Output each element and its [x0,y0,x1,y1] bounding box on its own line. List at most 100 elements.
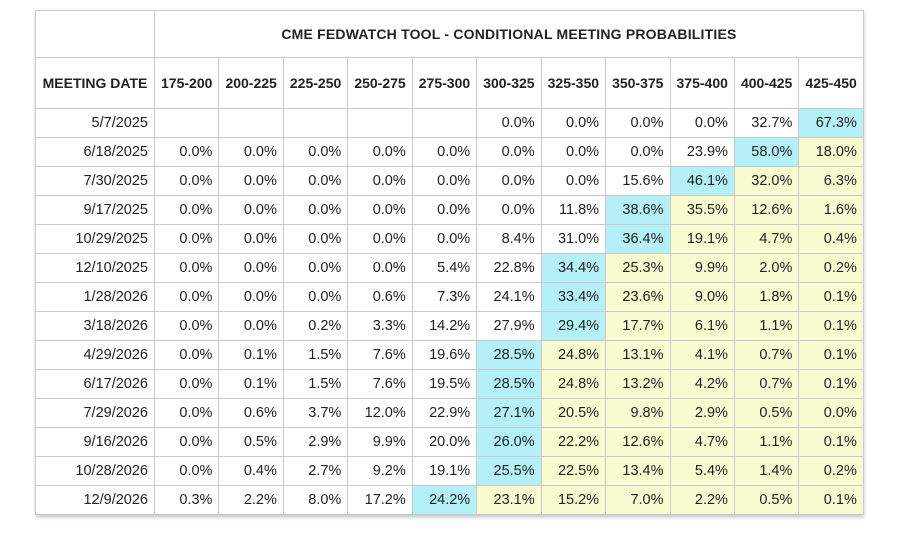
probability-cell: 4.7% [733,224,800,254]
probability-cell: 0.0% [605,137,671,167]
probability-cell: 0.0% [218,311,284,341]
meeting-date-cell: 12/10/2025 [35,253,155,283]
probability-cell: 0.0% [411,224,478,254]
meeting-date-cell: 9/17/2025 [35,195,155,225]
probability-cell: 12.6% [605,427,671,457]
probability-cell: 0.0% [153,427,220,457]
probability-cell: 0.0% [476,108,542,138]
probability-cell: 0.0% [153,282,220,312]
probability-cell: 1.1% [733,427,800,457]
probability-cell: 0.0% [218,166,284,196]
probability-cell: 1.8% [733,282,800,312]
probability-cell: 0.0% [411,137,478,167]
probability-cell: 24.1% [476,282,542,312]
probability-cell: 7.3% [411,282,478,312]
table-row: 12/9/2026 0.3% 2.2% 8.0% 17.2% 24.2% 23.1% 15.2… [35,485,864,515]
probability-cell: 1.4% [733,456,800,486]
table-row: 4/29/2026 0.0% 0.1% 1.5% 7.6% 19.6% 28.5% 24.8%… [35,340,864,370]
probability-cell: 25.5% [476,456,542,486]
probability-cell: 9.9% [347,427,413,457]
probability-cell: 0.0% [153,224,220,254]
probability-cell: 20.5% [540,398,607,428]
probability-cell: 0.0% [605,108,671,138]
probability-cell: 1.1% [733,311,800,341]
probability-cell: 1.6% [798,195,864,225]
meeting-date-cell: 9/16/2026 [35,427,155,457]
probability-cell: 0.5% [733,398,800,428]
rate-range-header: 350-375 [605,57,671,109]
probability-cell: 22.2% [540,427,607,457]
rate-range-header: 375-400 [669,57,735,109]
probability-cell: 0.0% [153,253,220,283]
probability-cell: 0.4% [798,224,864,254]
probability-cell: 0.1% [798,369,864,399]
meeting-date-cell: 7/29/2026 [35,398,155,428]
probability-cell: 0.1% [218,369,284,399]
probability-cell: 0.0% [282,137,349,167]
probability-cell: 2.2% [669,485,735,515]
probability-cell: 0.2% [282,311,349,341]
probability-cell: 0.0% [282,224,349,254]
probability-cell: 0.0% [476,195,542,225]
table-row: 6/17/2026 0.0% 0.1% 1.5% 7.6% 19.5% 28.5% 24.8%… [35,369,864,399]
probability-cell: 18.0% [798,137,864,167]
probability-cell: 23.9% [669,137,735,167]
probability-cell: 7.0% [605,485,671,515]
probability-cell: 0.0% [282,253,349,283]
probability-cell: 0.1% [798,427,864,457]
meeting-date-header: MEETING DATE [35,57,155,109]
probability-cell: 0.0% [153,137,220,167]
probability-cell: 0.0% [282,195,349,225]
probability-cell: 0.0% [218,253,284,283]
probability-cell: 0.0% [153,456,220,486]
probability-cell: 0.0% [153,311,220,341]
probability-cell: 0.3% [153,485,220,515]
meeting-date-cell: 10/28/2026 [35,456,155,486]
fedwatch-table-container: CME FEDWATCH TOOL - CONDITIONAL MEETING … [35,10,864,515]
meeting-date-cell: 1/28/2026 [35,282,155,312]
probability-cell: 0.5% [218,427,284,457]
probability-cell: 0.0% [153,340,220,370]
probability-cell: 5.4% [411,253,478,283]
probability-cell: 11.8% [540,195,607,225]
rate-range-header: 300-325 [476,57,542,109]
meeting-date-cell: 12/9/2026 [35,485,155,515]
probability-cell: 34.4% [540,253,607,283]
probability-cell: 2.7% [282,456,349,486]
probability-cell: 19.1% [411,456,478,486]
table-row: 3/18/2026 0.0% 0.0% 0.2% 3.3% 14.2% 27.9% 29.4%… [35,311,864,341]
probability-cell: 2.0% [733,253,800,283]
probability-cell: 33.4% [540,282,607,312]
probability-cell: 0.0% [153,195,220,225]
probability-cell: 0.0% [153,369,220,399]
probability-cell: 0.0% [540,108,607,138]
title-row: CME FEDWATCH TOOL - CONDITIONAL MEETING … [35,10,864,58]
rate-range-header: 225-250 [282,57,349,109]
meeting-date-cell: 3/18/2026 [35,311,155,341]
probability-cell: 13.4% [605,456,671,486]
probability-cell [153,108,220,138]
probability-cell: 2.2% [218,485,284,515]
probability-cell: 8.4% [476,224,542,254]
probability-cell: 19.1% [669,224,735,254]
probability-cell: 0.0% [347,224,413,254]
probability-cell: 9.0% [669,282,735,312]
probability-cell: 27.9% [476,311,542,341]
probability-cell: 0.5% [733,485,800,515]
probability-cell: 32.0% [733,166,800,196]
table-row: 7/29/2026 0.0% 0.6% 3.7% 12.0% 22.9% 27.1% 20.5… [35,398,864,428]
probability-cell: 17.7% [605,311,671,341]
probability-cell: 20.0% [411,427,478,457]
probability-cell: 0.0% [153,166,220,196]
probability-cell: 28.5% [476,340,542,370]
probability-cell: 0.1% [798,282,864,312]
probability-cell: 17.2% [347,485,413,515]
probability-cell: 13.2% [605,369,671,399]
probability-cell: 0.6% [218,398,284,428]
probability-cell: 22.8% [476,253,542,283]
probability-cell: 27.1% [476,398,542,428]
table-title: CME FEDWATCH TOOL - CONDITIONAL MEETING … [154,10,864,58]
rate-range-header: 175-200 [153,57,220,109]
probability-cell: 0.1% [798,485,864,515]
probability-cell: 9.8% [605,398,671,428]
